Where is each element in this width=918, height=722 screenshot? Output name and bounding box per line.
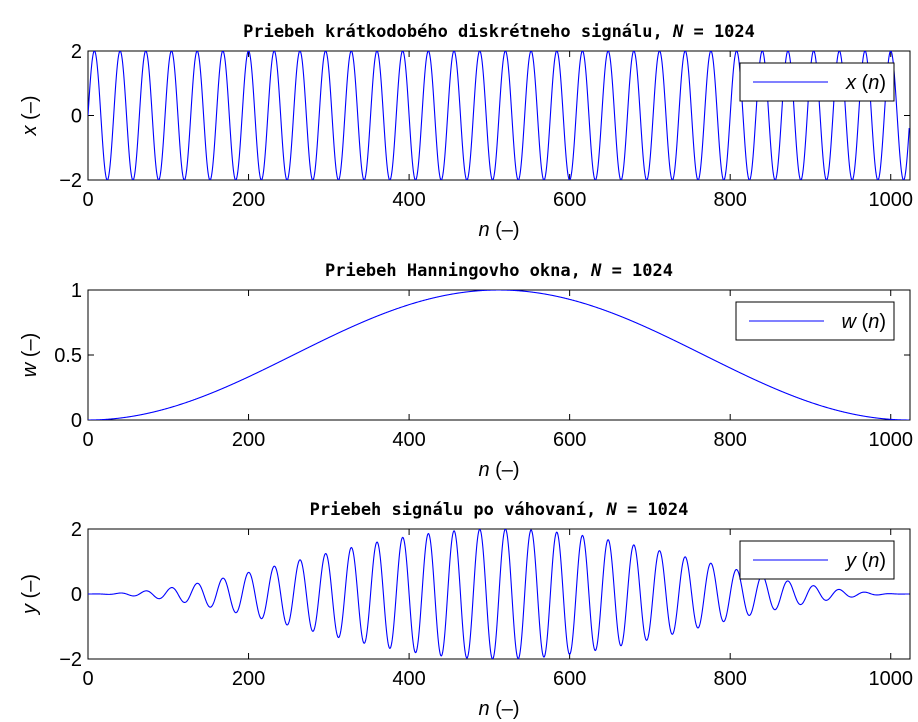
- x-tick-label: 600: [553, 429, 586, 451]
- legend-argument: n: [868, 311, 879, 333]
- x-tick-label: 600: [553, 668, 586, 690]
- x-tick-label: 800: [714, 668, 747, 690]
- x-tick-label: 0: [82, 429, 93, 451]
- y-tick-label: 2: [71, 519, 82, 541]
- subplot-1: Priebeh krátkodobého diskrétneho signálu…: [19, 22, 913, 241]
- title-text: Priebeh krátkodobého diskrétneho signálu…: [243, 22, 673, 42]
- x-tick-label: 0: [82, 189, 93, 211]
- chart-title: Priebeh Hanningovho okna, N = 1024: [325, 261, 673, 281]
- y-tick-label: 1: [71, 280, 82, 302]
- subplot-2: Priebeh Hanningovho okna, N = 1024 0 200 40…: [19, 261, 913, 481]
- y-axis-label: w (–): [19, 333, 41, 377]
- x-tick-label: 1000: [868, 429, 913, 451]
- y-tick-label: 0: [71, 584, 82, 606]
- y-tick-label: 0.5: [54, 345, 82, 367]
- x-tick-label: 600: [553, 189, 586, 211]
- legend-paren-close: ): [879, 311, 886, 333]
- legend-paren-open: (: [856, 311, 869, 333]
- title-text: Priebeh signálu po váhovaní,: [310, 500, 607, 520]
- x-axis-unit: (–): [490, 219, 520, 241]
- y-tick-label: 0: [71, 410, 82, 432]
- title-variable: N: [605, 500, 617, 520]
- y-axis-label: y (–): [19, 574, 41, 616]
- y-axis-variable: y: [19, 603, 41, 616]
- title-value: = 1024: [683, 22, 755, 42]
- legend-paren-open: (: [856, 72, 869, 94]
- legend: w (n): [735, 301, 895, 341]
- x-tick-label: 400: [392, 668, 425, 690]
- y-tick-label: −2: [59, 649, 82, 671]
- x-axis-unit: (–): [490, 698, 520, 720]
- series-line-1: [88, 51, 910, 180]
- x-tick-label: 200: [232, 429, 265, 451]
- y-axis-unit: (–): [19, 96, 41, 126]
- legend-paren-close: ): [879, 72, 886, 94]
- y-axis-label: x (–): [19, 96, 41, 137]
- x-tick-label: 1000: [868, 189, 913, 211]
- y-axis-variable: x: [19, 125, 41, 137]
- y-axis-unit: (–): [19, 333, 41, 363]
- y-tick-label: −2: [59, 170, 82, 192]
- legend: x (n): [739, 62, 895, 102]
- x-axis-variable: n: [478, 459, 489, 481]
- x-tick-label: 200: [232, 668, 265, 690]
- title-value: = 1024: [601, 261, 673, 281]
- x-axis-variable: n: [478, 698, 489, 720]
- legend-paren-open: (: [856, 550, 869, 572]
- chart-title: Priebeh krátkodobého diskrétneho signálu…: [243, 22, 755, 42]
- x-tick-label: 800: [714, 429, 747, 451]
- y-tick-label: 0: [71, 106, 82, 128]
- legend-variable: x: [845, 72, 857, 94]
- x-tick-label: 400: [392, 189, 425, 211]
- x-axis-unit: (–): [490, 459, 520, 481]
- x-axis-label: n (–): [478, 219, 519, 241]
- x-tick-label: 0: [82, 668, 93, 690]
- x-axis-label: n (–): [478, 698, 519, 720]
- x-axis-label: n (–): [478, 459, 519, 481]
- title-value: = 1024: [617, 500, 689, 520]
- legend-argument: n: [868, 550, 879, 572]
- legend-argument: n: [868, 72, 879, 94]
- x-tick-label: 800: [714, 189, 747, 211]
- x-axis-variable: n: [478, 219, 489, 241]
- x-tick-label: 400: [392, 429, 425, 451]
- x-tick-label: 1000: [868, 668, 913, 690]
- legend-variable: w: [842, 311, 858, 333]
- series-line-1: [88, 290, 910, 420]
- title-variable: N: [590, 261, 602, 281]
- legend: y (n): [739, 540, 895, 580]
- y-axis-variable: w: [19, 361, 41, 377]
- legend-variable: y: [844, 550, 857, 572]
- legend-entry: y (n): [844, 550, 886, 572]
- legend-entry: w (n): [842, 311, 886, 333]
- title-text: Priebeh Hanningovho okna,: [325, 261, 591, 281]
- legend-paren-close: ): [879, 550, 886, 572]
- y-axis-unit: (–): [19, 574, 41, 604]
- title-variable: N: [672, 22, 684, 42]
- chart-title: Priebeh signálu po váhovaní, N = 1024: [310, 500, 689, 520]
- y-tick-label: 2: [71, 41, 82, 63]
- x-tick-label: 200: [232, 189, 265, 211]
- legend-entry: x (n): [845, 72, 886, 94]
- series-line-1: [88, 529, 910, 659]
